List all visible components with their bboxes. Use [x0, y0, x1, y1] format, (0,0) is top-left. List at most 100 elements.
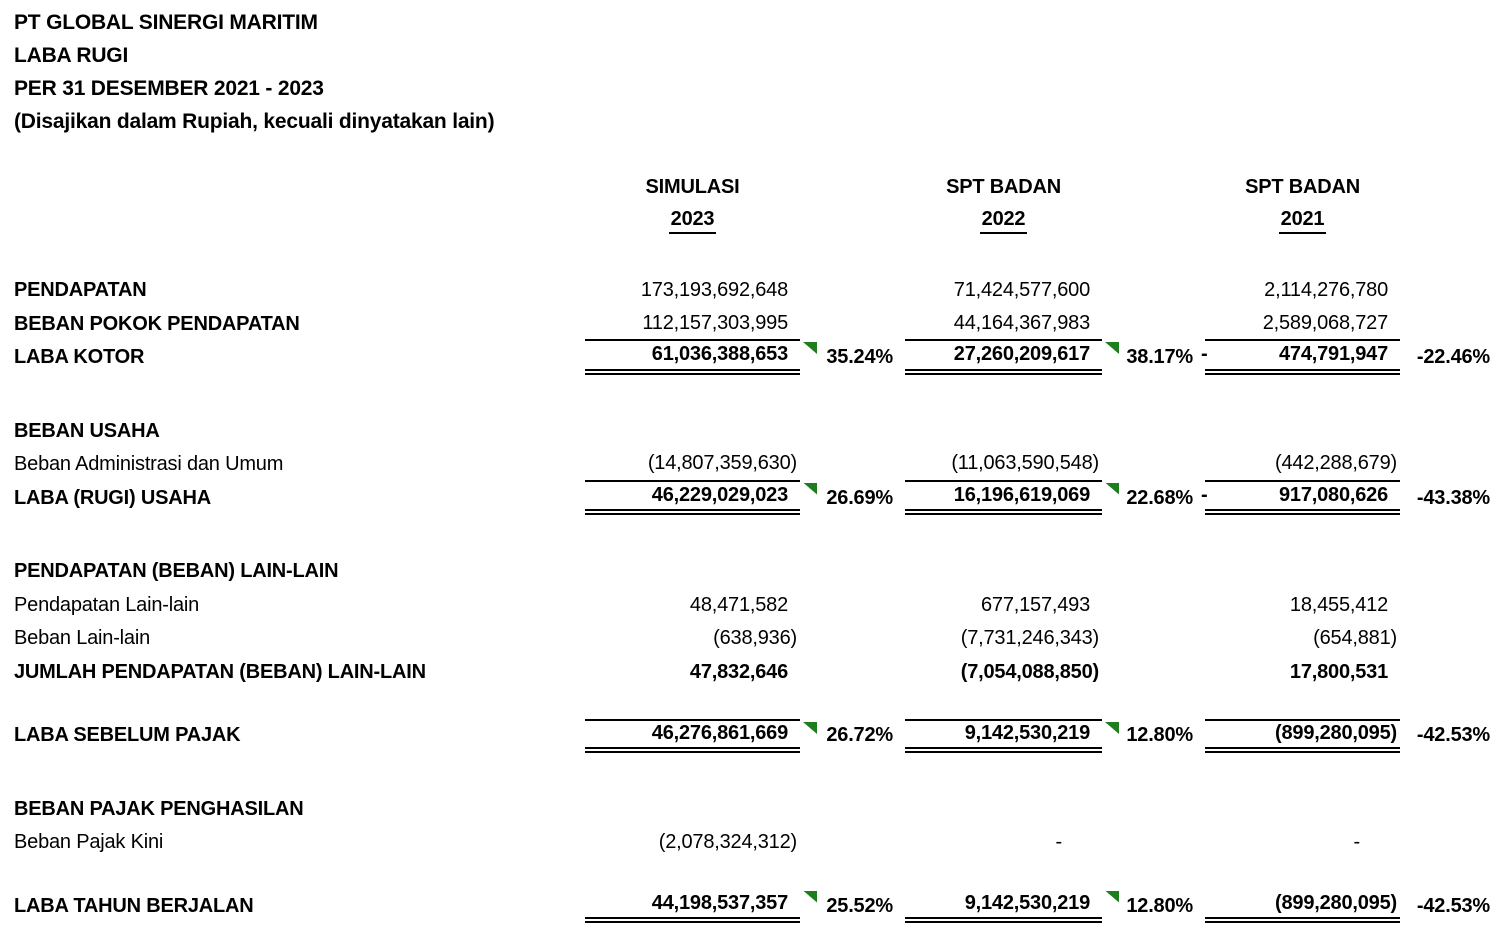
pct-value: 25.52% [826, 894, 893, 917]
value-cell: (14,807,359,630) [585, 448, 800, 482]
pct-value: 12.80% [1126, 724, 1193, 747]
row-label: LABA TAHUN BERJALAN [14, 894, 254, 917]
value-cell: (7,731,246,343) [905, 622, 1102, 656]
amount: 46,276,861,669 [651, 722, 788, 745]
value-cell [585, 555, 800, 589]
amount: 44,164,367,983 [953, 311, 1090, 334]
value-cell: 46,276,861,669 [585, 719, 817, 753]
value-cell: 677,157,493 [905, 589, 1102, 623]
report-title: LABA RUGI [14, 44, 129, 67]
value-cell: 44,198,537,357 [585, 890, 817, 923]
value-cell [1205, 793, 1400, 827]
amount: 677,157,493 [980, 593, 1090, 616]
amount: 917,080,626 [1278, 483, 1388, 506]
value-cell: 27,260,209,617 [905, 341, 1119, 375]
row-label: LABA SEBELUM PAJAK [14, 724, 241, 747]
value-cell: (654,881) [1205, 622, 1400, 656]
value-cell: (899,280,095) [1205, 890, 1400, 923]
value-cell [1205, 415, 1400, 449]
currency-note: (Disajikan dalam Rupiah, kecuali dinyata… [14, 110, 495, 133]
amount: 2,114,276,780 [1264, 279, 1388, 302]
section-spacer [14, 689, 1509, 719]
report-period: PER 31 DESEMBER 2021 - 2023 [14, 77, 324, 100]
company-name: PT GLOBAL SINERGI MARITIM [14, 11, 318, 34]
pct-value: 26.69% [826, 486, 893, 509]
value-cell: 61,036,388,653 [585, 341, 817, 375]
amount: 474,791,947 [1278, 343, 1388, 366]
table-row: LABA TAHUN BERJALAN 44,198,537,357 25.52% 9… [14, 890, 1509, 923]
value-cell: - 917,080,626 [1201, 482, 1400, 515]
column-year-row: 2023 2022 2021 [14, 205, 1509, 239]
pct-value: 12.80% [1126, 894, 1193, 917]
row-label: JUMLAH PENDAPATAN (BEBAN) LAIN-LAIN [14, 660, 426, 683]
negative-sign: - [1201, 343, 1208, 366]
amount: (654,881) [1313, 627, 1397, 650]
value-cell [905, 793, 1102, 827]
pct-value: 38.17% [1126, 346, 1193, 369]
table-row: Beban Pajak Kini (2,078,324,312) - - [14, 826, 1509, 860]
table-row: Beban Lain-lain (638,936) (7,731,246,343) (… [14, 622, 1509, 656]
value-cell: 44,164,367,983 [905, 308, 1102, 341]
row-label: Beban Administrasi dan Umum [14, 453, 284, 476]
value-cell: - 474,791,947 [1201, 341, 1400, 375]
row-label: PENDAPATAN (BEBAN) LAIN-LAIN [14, 560, 339, 583]
amount: - [1353, 831, 1361, 854]
row-label: Pendapatan Lain-lain [14, 593, 200, 616]
value-cell: 47,832,646 [585, 656, 800, 690]
value-cell: 71,424,577,600 [905, 274, 1102, 308]
row-label: BEBAN POKOK PENDAPATAN [14, 312, 300, 335]
value-cell: (899,280,095) [1205, 719, 1400, 753]
amount: 27,260,209,617 [953, 343, 1090, 366]
row-label: LABA (RUGI) USAHA [14, 486, 211, 509]
column-year-2022: 2022 [979, 208, 1028, 235]
statement-rows: PENDAPATAN 173,193,692,648 71,424,577,600 2… [14, 274, 1509, 923]
amount: (7,731,246,343) [960, 627, 1099, 650]
value-cell: 9,142,530,219 [905, 890, 1119, 923]
value-cell: 18,455,412 [1205, 589, 1400, 623]
amount: 44,198,537,357 [651, 891, 788, 914]
section-spacer [14, 375, 1509, 415]
table-row: BEBAN USAHA [14, 415, 1509, 449]
amount: (14,807,359,630) [647, 452, 797, 475]
value-cell: (638,936) [585, 622, 800, 656]
amount: 9,142,530,219 [964, 722, 1091, 745]
value-cell: 48,471,582 [585, 589, 800, 623]
section-spacer [14, 515, 1509, 555]
amount: (638,936) [713, 627, 797, 650]
column-year-2021: 2021 [1278, 208, 1327, 235]
column-source-2023: SIMULASI [645, 176, 740, 199]
amount: 48,471,582 [689, 593, 788, 616]
pct-value: 26.72% [826, 724, 893, 747]
amount: 71,424,577,600 [953, 279, 1090, 302]
row-label: Beban Pajak Kini [14, 831, 164, 854]
table-row: LABA SEBELUM PAJAK 46,276,861,669 26.72% 9,… [14, 719, 1509, 753]
amount: 61,036,388,653 [651, 343, 788, 366]
pct-value: 22.68% [1126, 486, 1193, 509]
table-row: Pendapatan Lain-lain 48,471,582 677,157,49… [14, 589, 1509, 623]
value-cell: (442,288,679) [1205, 448, 1400, 482]
amount: - [1055, 831, 1063, 854]
table-row: LABA (RUGI) USAHA 46,229,029,023 26.69% 16,… [14, 482, 1509, 515]
title-block: PT GLOBAL SINERGI MARITIM LABA RUGI PER … [14, 6, 1509, 138]
negative-sign: - [1201, 483, 1208, 506]
amount: 18,455,412 [1289, 593, 1388, 616]
column-year-2023: 2023 [668, 208, 717, 235]
amount: (442,288,679) [1275, 452, 1397, 475]
table-row: PENDAPATAN (BEBAN) LAIN-LAIN [14, 555, 1509, 589]
value-cell: (7,054,088,850) [905, 656, 1102, 690]
pct-value: -42.53% [1416, 894, 1490, 917]
amount: 17,800,531 [1289, 660, 1388, 683]
column-source-2021: SPT BADAN [1245, 176, 1360, 199]
value-cell: 173,193,692,648 [585, 274, 800, 308]
column-source-row: SIMULASI SPT BADAN SPT BADAN [14, 171, 1509, 205]
value-cell: 9,142,530,219 [905, 719, 1119, 753]
table-row: BEBAN POKOK PENDAPATAN 112,157,303,995 44,… [14, 308, 1509, 341]
row-label: BEBAN PAJAK PENGHASILAN [14, 797, 304, 820]
value-cell [585, 793, 800, 827]
table-row: JUMLAH PENDAPATAN (BEBAN) LAIN-LAIN 47,83… [14, 656, 1509, 690]
value-cell: (2,078,324,312) [585, 826, 800, 860]
row-label: BEBAN USAHA [14, 419, 160, 442]
value-cell [905, 415, 1102, 449]
value-cell: - [905, 826, 1102, 860]
pct-value: -22.46% [1416, 346, 1490, 369]
